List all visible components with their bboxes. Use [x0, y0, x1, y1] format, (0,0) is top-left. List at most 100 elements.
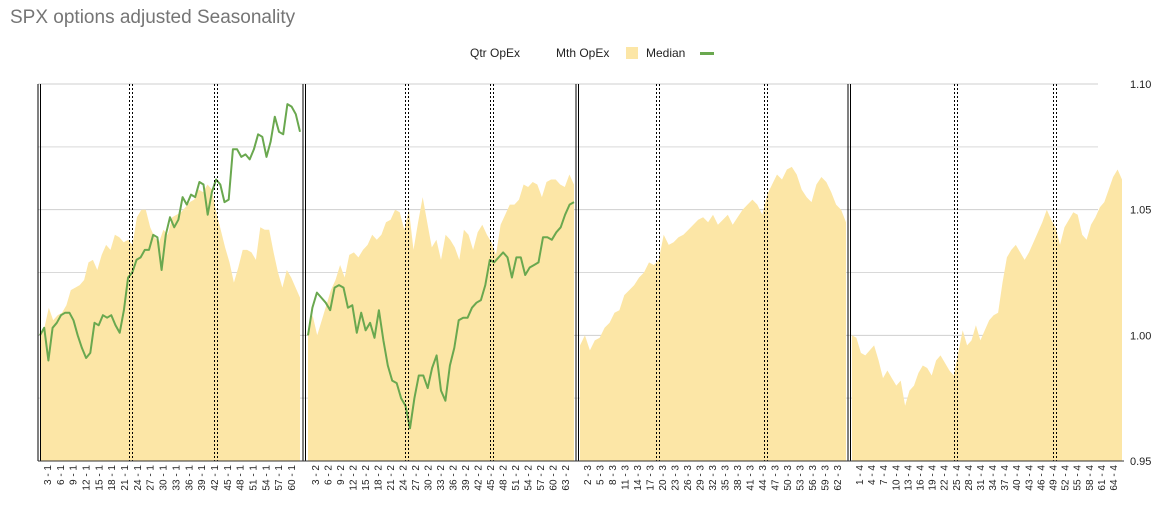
x-tick-label: 13 - 4: [903, 465, 914, 491]
x-tick-label: 49 - 4: [1049, 465, 1060, 491]
x-tick-label: 55 - 4: [1073, 465, 1084, 491]
x-tick-label: 20 - 3: [658, 465, 669, 491]
x-tick-label: 60 - 2: [549, 465, 560, 491]
x-tick-label: 24 - 1: [133, 465, 144, 491]
x-tick-label: 58 - 4: [1085, 465, 1096, 491]
legend-line-swatch: [700, 52, 714, 55]
x-tick-label: 42 - 2: [474, 465, 485, 491]
x-tick-label: 30 - 1: [159, 465, 170, 491]
x-tick-label: 40 - 4: [1012, 465, 1023, 491]
x-tick-label: 6 - 2: [324, 465, 335, 485]
x-tick-label: 64 - 4: [1109, 465, 1120, 491]
x-tick-label: 7 - 4: [879, 465, 890, 485]
x-tick-label: 37 - 4: [1000, 465, 1011, 491]
x-tick-label: 8 - 3: [608, 465, 619, 485]
median-area-q2: [308, 174, 574, 461]
median-area-q4: [852, 169, 1122, 461]
x-tick-label: 24 - 2: [399, 465, 410, 491]
x-tick-label: 63 - 2: [561, 465, 572, 491]
x-tick-label: 57 - 2: [536, 465, 547, 491]
x-tick-label: 51 - 2: [511, 465, 522, 491]
x-tick-label: 39 - 1: [197, 465, 208, 491]
x-tick-label: 41 - 3: [746, 465, 757, 491]
x-tick-label: 3 - 1: [43, 465, 54, 485]
x-tick-label: 26 - 3: [683, 465, 694, 491]
x-tick-label: 21 - 2: [386, 465, 397, 491]
x-tick-label: 43 - 4: [1024, 465, 1035, 491]
x-tick-label: 54 - 1: [261, 465, 272, 491]
x-tick-label: 52 - 4: [1061, 465, 1072, 491]
x-tick-label: 19 - 4: [928, 465, 939, 491]
x-tick-label: 23 - 3: [671, 465, 682, 491]
legend-qtr-opex-label: Qtr OpEx: [470, 46, 521, 60]
x-tick-label: 31 - 4: [976, 465, 987, 491]
legend: Qtr OpEx Mth OpEx Median: [0, 46, 1160, 64]
x-tick-label: 33 - 2: [436, 465, 447, 491]
x-tick-label: 33 - 1: [171, 465, 182, 491]
x-tick-label: 29 - 3: [696, 465, 707, 491]
x-tick-label: 51 - 1: [249, 465, 260, 491]
legend-mth-opex-label: Mth OpEx: [556, 46, 610, 60]
x-tick-label: 62 - 3: [833, 465, 844, 491]
x-tick-label: 9 - 2: [336, 465, 347, 485]
x-tick-label: 45 - 1: [223, 465, 234, 491]
x-tick-label: 27 - 1: [146, 465, 157, 491]
x-tick-label: 6 - 1: [56, 465, 67, 485]
legend-median-swatch: [626, 47, 638, 59]
y-tick-label: 1.05: [1130, 205, 1151, 217]
x-tick-label: 53 - 3: [796, 465, 807, 491]
x-tick-label: 35 - 3: [721, 465, 732, 491]
x-tick-label: 27 - 2: [411, 465, 422, 491]
x-tick-label: 47 - 3: [771, 465, 782, 491]
x-tick-label: 28 - 4: [964, 465, 975, 491]
x-tick-label: 34 - 4: [988, 465, 999, 491]
legend-median-label: Median: [646, 46, 686, 60]
x-tick-label: 12 - 2: [349, 465, 360, 491]
x-tick-label: 18 - 1: [107, 465, 118, 491]
x-tick-label: 3 - 2: [311, 465, 322, 485]
x-tick-label: 5 - 3: [596, 465, 607, 485]
x-tick-label: 32 - 3: [708, 465, 719, 491]
x-tick-label: 36 - 2: [449, 465, 460, 491]
x-tick-label: 10 - 4: [891, 465, 902, 491]
x-tick-label: 30 - 2: [424, 465, 435, 491]
x-tick-label: 45 - 2: [486, 465, 497, 491]
median-area-q3: [580, 166, 846, 461]
x-tick-label: 14 - 3: [633, 465, 644, 491]
x-tick-label: 39 - 2: [461, 465, 472, 491]
x-tick-label: 44 - 3: [758, 465, 769, 491]
x-tick-label: 42 - 1: [210, 465, 221, 491]
x-tick-label: 48 - 2: [499, 465, 510, 491]
chart-title: SPX options adjusted Seasonality: [10, 7, 296, 28]
y-tick-label: 1.00: [1130, 330, 1151, 342]
x-tick-label: 16 - 4: [916, 465, 927, 491]
x-tick-label: 15 - 2: [361, 465, 372, 491]
x-tick-label: 4 - 4: [867, 465, 878, 485]
x-tick-label: 21 - 1: [120, 465, 131, 491]
x-tick-label: 59 - 3: [821, 465, 832, 491]
x-tick-label: 46 - 4: [1036, 465, 1047, 491]
x-tick-label: 22 - 4: [940, 465, 951, 491]
seasonality-line-q2: [307, 201, 575, 430]
x-tick-label: 54 - 2: [524, 465, 535, 491]
seasonality-line-q1: [39, 103, 301, 362]
y-tick-label: 1.10: [1130, 79, 1151, 91]
x-tick-label: 48 - 1: [236, 465, 247, 491]
x-tick-label: 11 - 3: [621, 465, 632, 490]
x-tick-label: 56 - 3: [808, 465, 819, 491]
x-tick-label: 36 - 1: [184, 465, 195, 491]
x-tick-label: 57 - 1: [274, 465, 285, 491]
x-tick-label: 2 - 3: [583, 465, 594, 485]
x-tick-label: 12 - 1: [82, 465, 93, 491]
x-tick-label: 60 - 1: [287, 465, 298, 491]
median-area-q1: [40, 184, 300, 461]
x-tick-label: 18 - 2: [374, 465, 385, 491]
x-tick-label: 50 - 3: [783, 465, 794, 491]
x-tick-label: 17 - 3: [646, 465, 657, 491]
y-tick-label: 0.95: [1130, 456, 1151, 468]
x-tick-label: 9 - 1: [69, 465, 80, 485]
x-tick-label: 61 - 4: [1097, 465, 1108, 491]
x-tick-label: 25 - 4: [952, 465, 963, 491]
x-tick-label: 38 - 3: [733, 465, 744, 491]
